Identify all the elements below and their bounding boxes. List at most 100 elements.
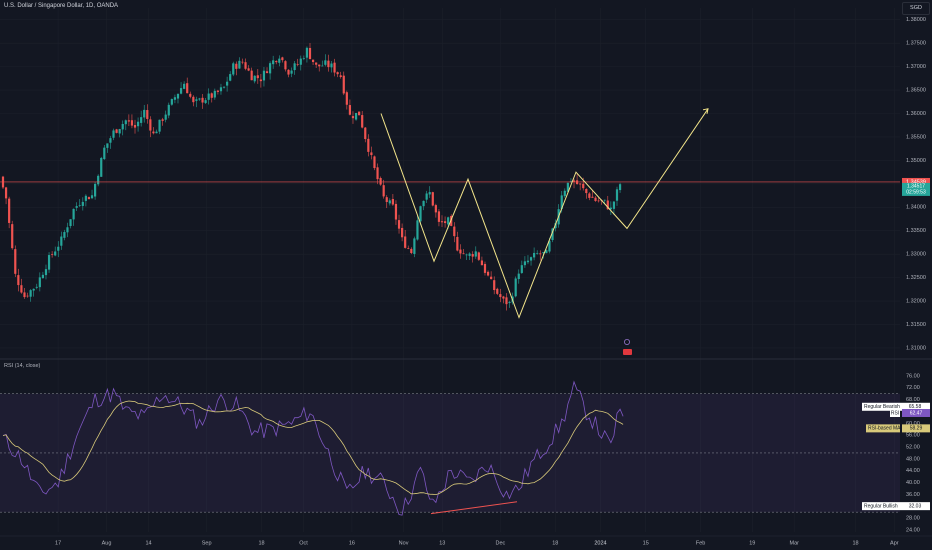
candle-body [20,285,23,293]
candle-body [308,47,312,60]
rsi-title: RSI (14, close) [4,363,41,369]
candle [428,186,431,198]
candle [94,182,97,200]
candle-body [486,271,490,276]
candle [140,110,143,127]
time-tick-label: Oct [299,540,308,546]
candle [477,251,480,262]
candle [47,252,51,273]
candle-body [545,250,548,254]
rsi-tick-label: 60.00 [906,421,920,427]
candle [545,249,548,254]
candle-body [563,190,566,197]
currency-button[interactable]: SGD [902,2,930,15]
candle-body [226,81,229,86]
price-tick-label: 1.32500 [906,275,926,281]
candle [566,182,569,194]
candle-body [321,65,324,67]
candle [51,251,54,258]
candle-body [44,269,48,276]
rsi-value: 62.47 [910,410,923,416]
candle-body [94,183,97,197]
candle [167,102,170,119]
candle-body [97,175,100,185]
candle [391,194,394,206]
candle-body [170,99,173,105]
bearish-label: Regular Bearish [864,404,900,410]
candle-body [364,127,367,140]
candle-body [23,292,26,298]
candle [275,60,278,65]
candle [345,90,348,110]
time-tick-label: Sep [202,540,212,546]
candle-body [373,156,376,169]
candle-body [437,211,441,222]
candle-body [275,61,278,63]
candle [615,186,619,206]
candle-body [54,251,57,256]
candle [204,98,207,104]
candle [106,143,109,153]
candle-body [502,296,505,299]
candle-body [615,189,619,201]
price-tick-label: 1.31000 [906,345,926,351]
candle [69,219,72,229]
rsi-tick-label: 40.00 [906,480,920,486]
candle [354,112,358,121]
candle-body [425,193,428,200]
candle-body [603,199,606,201]
price-tick-label: 1.32000 [906,299,926,305]
time-tick-label: 19 [749,540,755,546]
candle-body [526,260,530,263]
candle [1,175,5,190]
candle [416,215,419,241]
candle [143,104,146,123]
candle-body [136,121,140,127]
candle-body [536,253,539,254]
candle [176,93,180,104]
candle [361,111,364,129]
candle [100,156,103,177]
candle-body [551,228,554,241]
candle [496,287,499,296]
candle [618,182,622,193]
candle-body [222,86,226,88]
candle [183,81,186,90]
candle [41,271,45,279]
price-tick-label: 1.33500 [906,228,926,234]
candle-body [186,83,189,94]
candle-body [189,93,192,97]
candle [253,75,256,84]
rsi-badge: RSI [891,410,899,416]
candle [17,268,20,292]
candle [296,58,299,67]
candle [379,176,382,186]
candle [26,292,29,298]
candle [422,200,425,211]
candle [465,253,468,260]
candle [327,54,330,72]
candle-body [327,60,330,68]
candle [268,61,272,80]
candle-body [247,68,250,71]
candle [526,255,530,265]
rsi-badge-box [890,408,900,417]
candle-body [566,182,569,192]
candle-body [465,254,468,256]
candle [232,61,235,77]
candle [38,272,41,292]
candle [471,251,474,263]
candle [87,196,91,200]
candle-body [529,257,533,261]
candle [431,191,434,207]
candle-body [517,273,520,280]
candle-body [167,104,170,116]
bullish-divergence-line [430,501,518,515]
candle-body [410,248,413,254]
candle [597,197,600,203]
candle [112,128,115,141]
candle-body [588,193,591,198]
candle [54,246,57,257]
candle-body [259,79,262,82]
